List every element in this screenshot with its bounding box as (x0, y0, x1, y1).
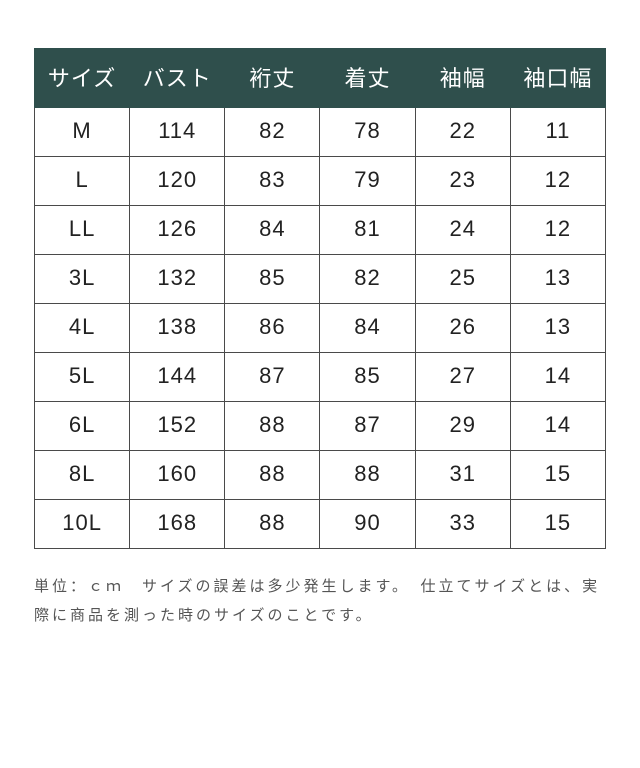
cell: 13 (510, 255, 605, 304)
cell: 90 (320, 500, 415, 549)
table-row: 8L 160 88 88 31 15 (35, 451, 606, 500)
cell: 114 (130, 108, 225, 157)
cell: 79 (320, 157, 415, 206)
table-row: 5L 144 87 85 27 14 (35, 353, 606, 402)
cell: 25 (415, 255, 510, 304)
cell: 132 (130, 255, 225, 304)
table-row: M 114 82 78 22 11 (35, 108, 606, 157)
cell: 82 (225, 108, 320, 157)
table-row: 10L 168 88 90 33 15 (35, 500, 606, 549)
cell: 83 (225, 157, 320, 206)
cell: 81 (320, 206, 415, 255)
col-header-sodeguchi: 袖口幅 (510, 49, 605, 108)
cell: 10L (35, 500, 130, 549)
col-header-bust: バスト (130, 49, 225, 108)
cell: 27 (415, 353, 510, 402)
cell: 78 (320, 108, 415, 157)
cell: 88 (320, 451, 415, 500)
cell: 138 (130, 304, 225, 353)
cell: 84 (320, 304, 415, 353)
cell: M (35, 108, 130, 157)
cell: L (35, 157, 130, 206)
cell: 3L (35, 255, 130, 304)
col-header-yuki: 裄丈 (225, 49, 320, 108)
page-container: サイズ バスト 裄丈 着丈 袖幅 袖口幅 M 114 82 78 22 11 L… (0, 0, 640, 768)
cell: 14 (510, 402, 605, 451)
cell: 12 (510, 206, 605, 255)
cell: 12 (510, 157, 605, 206)
cell: 85 (225, 255, 320, 304)
cell: 8L (35, 451, 130, 500)
table-row: 3L 132 85 82 25 13 (35, 255, 606, 304)
cell: 126 (130, 206, 225, 255)
cell: 4L (35, 304, 130, 353)
cell: 33 (415, 500, 510, 549)
col-header-sode: 袖幅 (415, 49, 510, 108)
table-row: 4L 138 86 84 26 13 (35, 304, 606, 353)
cell: 11 (510, 108, 605, 157)
cell: LL (35, 206, 130, 255)
table-row: LL 126 84 81 24 12 (35, 206, 606, 255)
table-header-row: サイズ バスト 裄丈 着丈 袖幅 袖口幅 (35, 49, 606, 108)
cell: 152 (130, 402, 225, 451)
footnote-text: 単位：ｃｍ サイズの誤差は多少発生します。 仕立てサイズとは、実際に商品を測った… (34, 573, 606, 630)
cell: 6L (35, 402, 130, 451)
cell: 88 (225, 451, 320, 500)
cell: 22 (415, 108, 510, 157)
cell: 31 (415, 451, 510, 500)
table-row: 6L 152 88 87 29 14 (35, 402, 606, 451)
cell: 29 (415, 402, 510, 451)
cell: 160 (130, 451, 225, 500)
cell: 120 (130, 157, 225, 206)
cell: 144 (130, 353, 225, 402)
cell: 5L (35, 353, 130, 402)
cell: 23 (415, 157, 510, 206)
cell: 84 (225, 206, 320, 255)
cell: 13 (510, 304, 605, 353)
cell: 168 (130, 500, 225, 549)
cell: 88 (225, 402, 320, 451)
cell: 82 (320, 255, 415, 304)
cell: 15 (510, 451, 605, 500)
col-header-size: サイズ (35, 49, 130, 108)
cell: 86 (225, 304, 320, 353)
table-row: L 120 83 79 23 12 (35, 157, 606, 206)
cell: 85 (320, 353, 415, 402)
col-header-kitake: 着丈 (320, 49, 415, 108)
cell: 88 (225, 500, 320, 549)
size-chart-table: サイズ バスト 裄丈 着丈 袖幅 袖口幅 M 114 82 78 22 11 L… (34, 48, 606, 549)
cell: 87 (225, 353, 320, 402)
cell: 87 (320, 402, 415, 451)
cell: 15 (510, 500, 605, 549)
cell: 26 (415, 304, 510, 353)
cell: 24 (415, 206, 510, 255)
cell: 14 (510, 353, 605, 402)
